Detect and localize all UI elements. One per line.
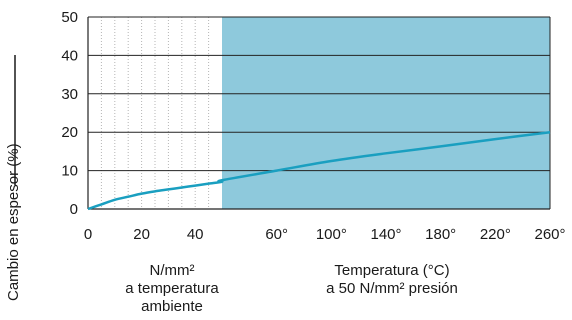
x-tick-label-right: 140° [370,226,401,243]
x-tick-label-right: 100° [316,226,347,243]
x-tick-label-right: 60° [265,226,288,243]
x-tick-label-right: 180° [425,226,456,243]
left-caption-line-3: ambiente [141,298,203,315]
thickness-change-line [87,130,551,211]
x-tick-label-left: 40 [187,226,204,243]
right-caption-line-2: a 50 N/mm² presión [326,280,458,297]
y-axis-label-text: Cambio en espesor (%) [5,143,22,301]
y-tick-label: 50 [61,9,78,26]
y-tick-label: 10 [61,163,78,180]
left-caption: N/mm² a temperatura ambiente [92,262,252,316]
left-caption-line-1: N/mm² [149,262,195,279]
temperature-region [222,17,550,209]
x-tick-label-right: 220° [480,226,511,243]
left-caption-line-2: a temperatura [125,280,219,297]
right-caption: Temperatura (°C) a 50 N/mm² presión [282,262,502,298]
y-tick-label: 0 [70,201,78,218]
x-tick-label-left: 20 [133,226,150,243]
y-axis-label: Cambio en espesor (%) [5,55,22,301]
right-caption-line-1: Temperatura (°C) [334,262,450,279]
y-tick-label: 20 [61,124,78,141]
y-tick-label: 30 [61,86,78,103]
y-tick-label: 40 [61,47,78,64]
x-tick-label-left: 0 [84,226,92,243]
x-tick-label-right: 260° [534,226,565,243]
